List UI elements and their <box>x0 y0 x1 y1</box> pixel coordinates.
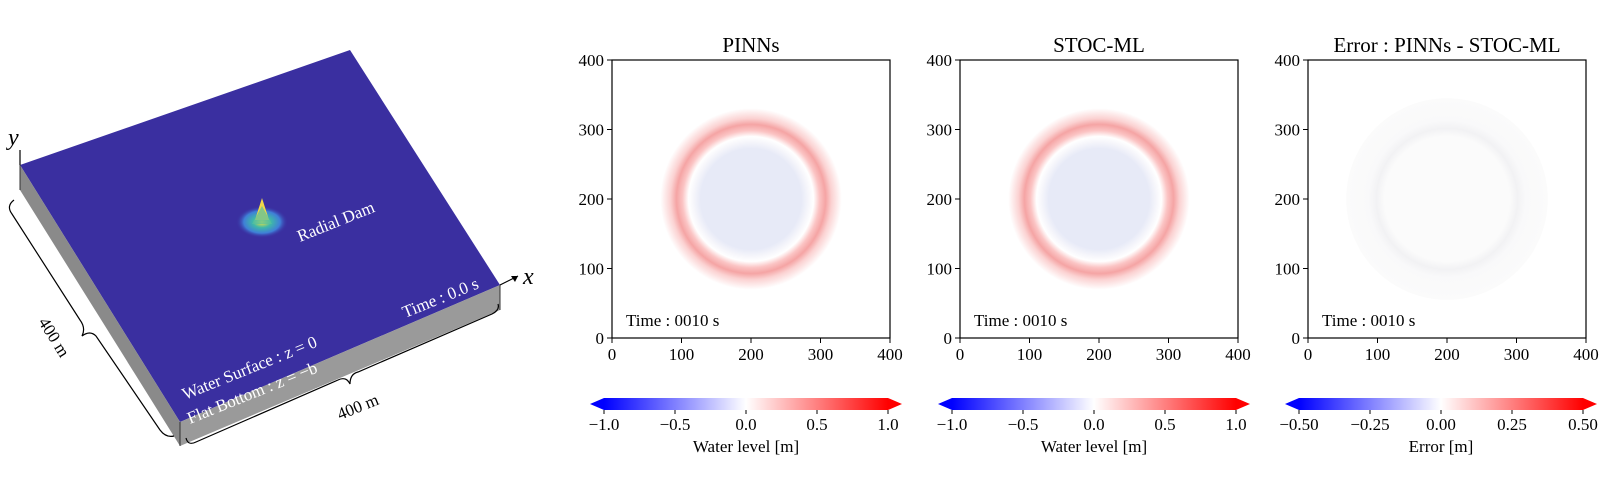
time-annotation: Time : 0010 s <box>626 311 719 330</box>
panel-title: STOC-ML <box>1053 33 1145 57</box>
colorbar: −1.0 −0.5 0.0 0.5 1.0 Water level [m] <box>589 398 902 456</box>
colorbar-tick-label: 0.5 <box>1154 415 1175 434</box>
colorbar: −1.0 −0.5 0.0 0.5 1.0 Water level [m] <box>937 398 1250 456</box>
colorbar-tick-label: 0.50 <box>1568 415 1598 434</box>
colorbar-tick-label: −0.5 <box>660 415 691 434</box>
colorbar-label: Error [m] <box>1409 437 1474 456</box>
colorbar-tick-label: 0.0 <box>735 415 756 434</box>
time-annotation: Time : 0010 s <box>1322 311 1415 330</box>
y-tick-label: 300 <box>1275 121 1301 140</box>
y-tick-label: 100 <box>1275 260 1301 279</box>
plot-area <box>1308 60 1586 338</box>
y-tick-label: 0 <box>1292 329 1301 348</box>
heatmap-panel-2: STOC-ML 0 100 200 300 400 0 100 200 300 400 Time : … <box>927 33 1251 456</box>
y-tick-label: 400 <box>927 51 953 70</box>
colorbar-tick-label: 0.0 <box>1083 415 1104 434</box>
x-axis-label: x <box>522 264 534 290</box>
colorbar-tick-label: −0.25 <box>1350 415 1389 434</box>
heatmap-panel-1: PINNs 0 100 200 300 400 0 100 200 300 400 Time : 00… <box>579 33 903 456</box>
side-length-left: 400 m <box>35 314 74 361</box>
x-tick-label: 100 <box>1017 345 1043 364</box>
side-wall-front <box>180 285 500 446</box>
x-tick-label: 400 <box>1225 345 1251 364</box>
colorbar-tick-label: 1.0 <box>877 415 898 434</box>
colorbar-gradient <box>1299 398 1583 410</box>
wave-ring <box>1346 98 1548 300</box>
colorbar-extend-high <box>1583 398 1597 410</box>
panel-title: Error : PINNs - STOC-ML <box>1333 33 1560 57</box>
colorbar-tick-label: 0.25 <box>1497 415 1527 434</box>
colorbar-extend-high <box>1236 398 1250 410</box>
x-tick-label: 400 <box>1573 345 1599 364</box>
x-tick-label: 200 <box>1434 345 1460 364</box>
colorbar-gradient <box>604 398 888 410</box>
colorbar-tick-label: 0.00 <box>1426 415 1456 434</box>
plot-area <box>612 60 890 338</box>
y-tick-label: 100 <box>579 260 605 279</box>
schematic: y x Radial Dam Time : 0.0 s Water Surfac… <box>6 50 534 446</box>
x-tick-label: 100 <box>669 345 695 364</box>
time-annotation: Time : 0010 s <box>974 311 1067 330</box>
colorbar-tick-label: −0.5 <box>1008 415 1039 434</box>
x-tick-label: 300 <box>1156 345 1182 364</box>
y-tick-label: 400 <box>1275 51 1301 70</box>
heatmap-panel-3: Error : PINNs - STOC-ML 0 100 200 300 400 0 100… <box>1275 33 1599 456</box>
x-tick-label: 0 <box>608 345 617 364</box>
brace-left <box>8 199 175 437</box>
colorbar-label: Water level [m] <box>693 437 799 456</box>
wave-ring <box>650 98 852 300</box>
y-tick-label: 0 <box>944 329 953 348</box>
colorbar-tick-label: −0.50 <box>1279 415 1318 434</box>
y-tick-label: 400 <box>579 51 605 70</box>
x-tick-label: 0 <box>1304 345 1313 364</box>
x-tick-label: 0 <box>956 345 965 364</box>
x-tick-label: 200 <box>1086 345 1112 364</box>
y-tick-label: 0 <box>596 329 605 348</box>
colorbar-tick-label: 1.0 <box>1225 415 1246 434</box>
y-tick-label: 200 <box>927 190 953 209</box>
plot-area <box>960 60 1238 338</box>
colorbar-extend-low <box>590 398 604 410</box>
x-tick-label: 300 <box>1504 345 1530 364</box>
colorbar-label: Water level [m] <box>1041 437 1147 456</box>
y-tick-label: 200 <box>1275 190 1301 209</box>
x-tick-label: 300 <box>808 345 834 364</box>
brace-bottom <box>185 303 499 444</box>
side-length-bottom: 400 m <box>334 390 381 424</box>
wave-ring <box>998 98 1200 300</box>
colorbar-extend-high <box>888 398 902 410</box>
colorbar-extend-low <box>938 398 952 410</box>
y-tick-label: 300 <box>579 121 605 140</box>
x-tick-label: 200 <box>738 345 764 364</box>
colorbar-tick-label: −1.0 <box>589 415 620 434</box>
plot-frame <box>959 59 1239 339</box>
colorbar-extend-low <box>1285 398 1299 410</box>
y-tick-label: 200 <box>579 190 605 209</box>
x-tick-label: 400 <box>877 345 903 364</box>
y-tick-label: 100 <box>927 260 953 279</box>
colorbar-gradient <box>952 398 1236 410</box>
x-tick-label: 100 <box>1365 345 1391 364</box>
colorbar: −0.50 −0.25 0.00 0.25 0.50 Error [m] <box>1279 398 1598 456</box>
colorbar-tick-label: −1.0 <box>937 415 968 434</box>
plot-frame <box>611 59 891 339</box>
y-tick-label: 300 <box>927 121 953 140</box>
y-axis-label: y <box>6 125 19 151</box>
colorbar-tick-label: 0.5 <box>806 415 827 434</box>
plot-frame <box>1307 59 1587 339</box>
side-wall-left <box>20 165 180 446</box>
panel-title: PINNs <box>722 33 779 57</box>
